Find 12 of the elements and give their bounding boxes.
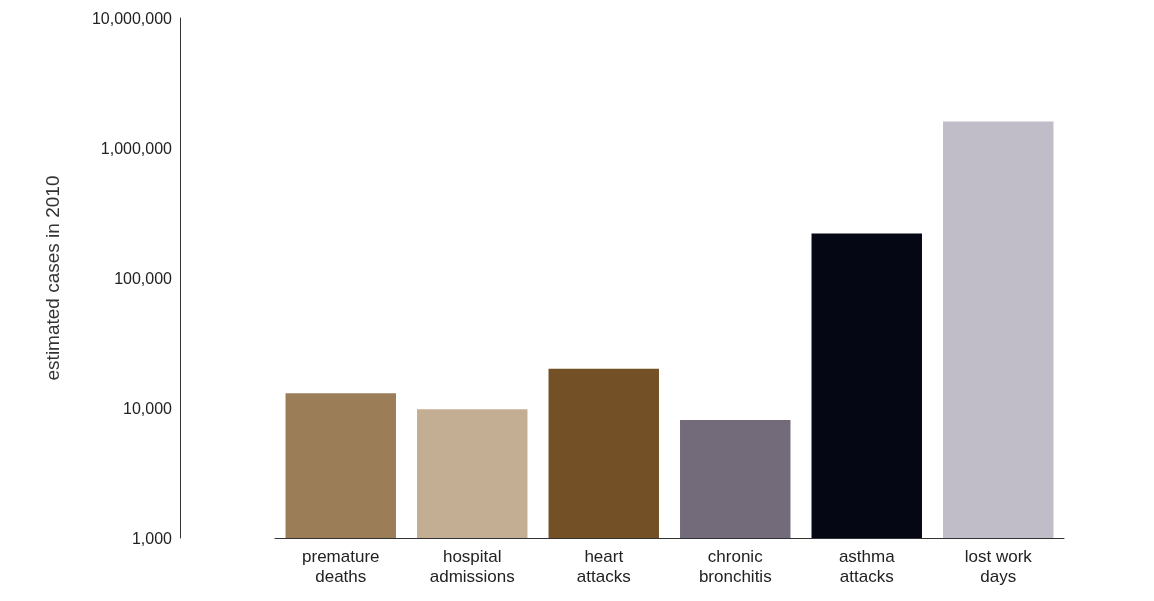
y-tick-label: 10,000,000 — [91, 9, 173, 27]
y-tick-label: 1,000,000 — [100, 139, 173, 157]
x-tick-label: hospital admissions — [429, 546, 515, 586]
x-tick-label: lost work days — [964, 546, 1033, 586]
y-tick-label: 10,000 — [123, 399, 173, 417]
y-tick-label: 1,000 — [131, 529, 173, 547]
x-tick-label: premature deaths — [302, 546, 380, 586]
y-axis-title: estimated cases in 2010 — [42, 175, 63, 381]
y-tick-label: 100,000 — [114, 269, 173, 287]
x-tick-label: asthma attacks — [838, 546, 896, 586]
x-tick-label: heart attacks — [576, 546, 631, 586]
x-tick-label: chronic bronchitis — [698, 546, 772, 586]
